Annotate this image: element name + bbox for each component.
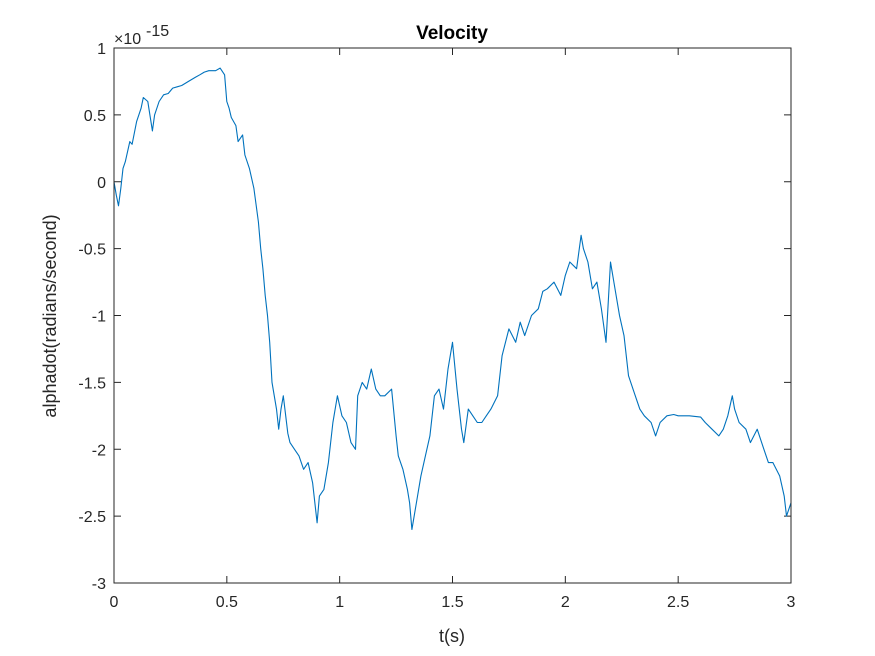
y-tick-label: 0: [97, 175, 106, 192]
axis-exponent-power: -15: [146, 23, 169, 40]
x-axis-label: t(s): [439, 626, 465, 646]
axis-exponent-base: ×10: [114, 31, 141, 48]
x-tick-label: 1: [335, 594, 344, 611]
y-tick-label: -2.5: [78, 509, 106, 526]
chart-title: Velocity: [416, 23, 488, 44]
y-axis-label: alphadot(radians/second): [40, 214, 60, 417]
y-tick-label: -1.5: [78, 375, 106, 392]
y-tick-label: -0.5: [78, 242, 106, 259]
x-tick-label: 0: [110, 594, 119, 611]
y-tick-label: 1: [97, 41, 106, 58]
y-tick-label: -2: [92, 442, 106, 459]
y-tick-label: 0.5: [84, 108, 106, 125]
x-tick-label: 2.5: [667, 594, 689, 611]
x-axis-tick-labels: 0 0.5 1 1.5 2 2.5 3: [110, 594, 796, 611]
y-axis-tick-labels: -3 -2.5 -2 -1.5 -1 -0.5 0 0.5 1: [78, 41, 106, 593]
plot-area-frame: [113, 47, 792, 584]
y-tick-label: -1: [92, 309, 106, 326]
plot-area-background: [114, 48, 791, 583]
y-tick-label: -3: [92, 576, 106, 593]
series-line: [113, 67, 792, 531]
x-tick-label: 2: [561, 594, 570, 611]
x-tick-label: 1.5: [441, 594, 463, 611]
x-tick-label: 3: [787, 594, 796, 611]
x-tick-label: 0.5: [216, 594, 238, 611]
